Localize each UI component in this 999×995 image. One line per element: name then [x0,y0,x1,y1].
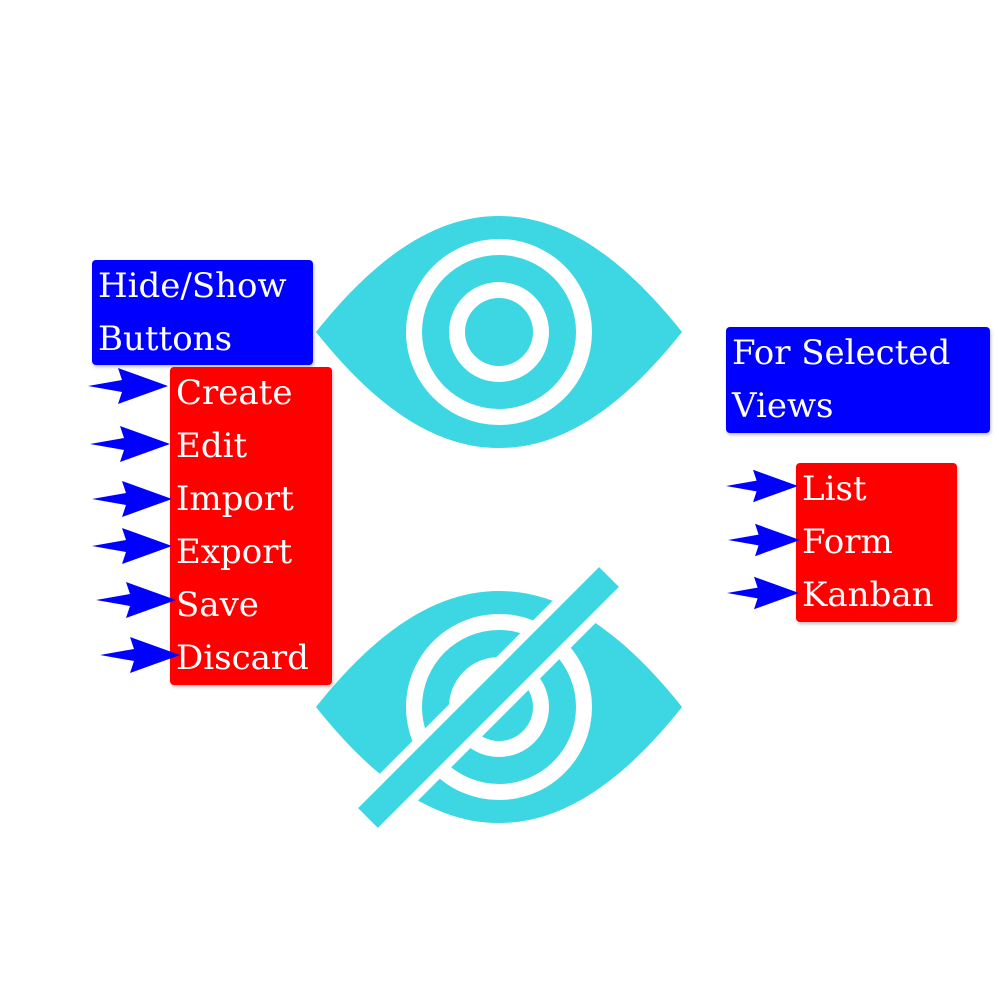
list-item-list: List [802,469,867,509]
title-line: Buttons [98,319,233,359]
arrow-right-icon [727,576,799,610]
arrow-right-icon [96,582,176,618]
hide-show-buttons-title: Hide/Show Buttons [92,260,313,365]
list-item-discard: Discard [176,638,309,678]
eye-icon [316,216,682,448]
list-item-edit: Edit [176,426,248,466]
buttons-list: Create Edit Import Export Save Discard [170,367,332,685]
arrow-right-icon [92,481,172,517]
arrow-right-icon [100,637,180,673]
arrow-right-icon [92,528,172,564]
arrow-right-icon [90,426,170,462]
list-item-kanban: Kanban [802,575,934,615]
selected-views-title: For Selected Views [726,327,990,433]
list-item-save: Save [176,585,259,625]
list-item-import: Import [176,479,294,519]
title-line: For Selected [732,333,951,373]
title-line: Views [732,386,834,426]
title-line: Hide/Show [98,266,287,306]
list-item-form: Form [802,522,893,562]
arrow-right-icon [88,368,168,404]
views-list: List Form Kanban [796,463,957,622]
arrow-right-icon [728,523,800,557]
list-item-create: Create [176,373,293,413]
eye-slash-icon [316,560,682,830]
list-item-export: Export [176,532,293,572]
arrow-right-icon [726,469,798,503]
